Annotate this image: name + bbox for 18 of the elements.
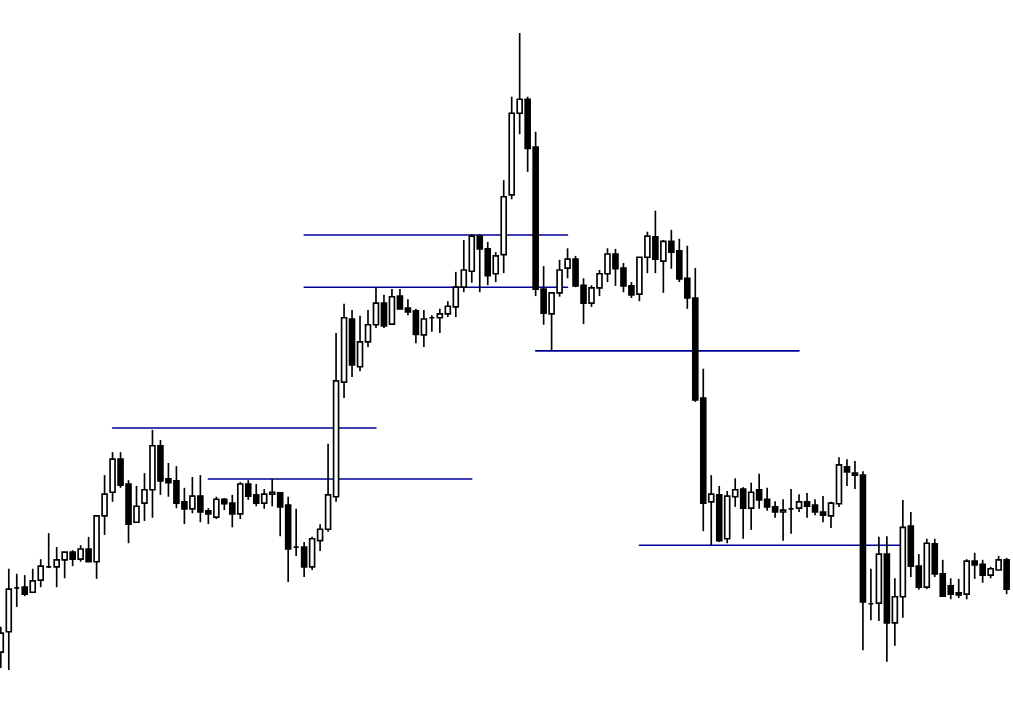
candlestick xyxy=(300,541,308,578)
candlestick xyxy=(364,309,372,348)
candlestick xyxy=(412,307,420,345)
candlestick xyxy=(843,458,851,487)
candlestick xyxy=(372,286,380,329)
candlestick xyxy=(436,307,444,334)
candlestick xyxy=(779,498,787,542)
candlestick xyxy=(827,500,835,529)
candlestick xyxy=(763,486,771,512)
candlestick xyxy=(803,492,811,519)
candlestick xyxy=(316,523,324,552)
candlestick xyxy=(396,288,404,310)
candlestick xyxy=(747,481,755,531)
candlestick xyxy=(755,472,763,510)
candlestick xyxy=(851,460,859,490)
candlestick xyxy=(380,293,388,329)
candlestick xyxy=(420,309,428,348)
candlestick xyxy=(819,495,827,524)
